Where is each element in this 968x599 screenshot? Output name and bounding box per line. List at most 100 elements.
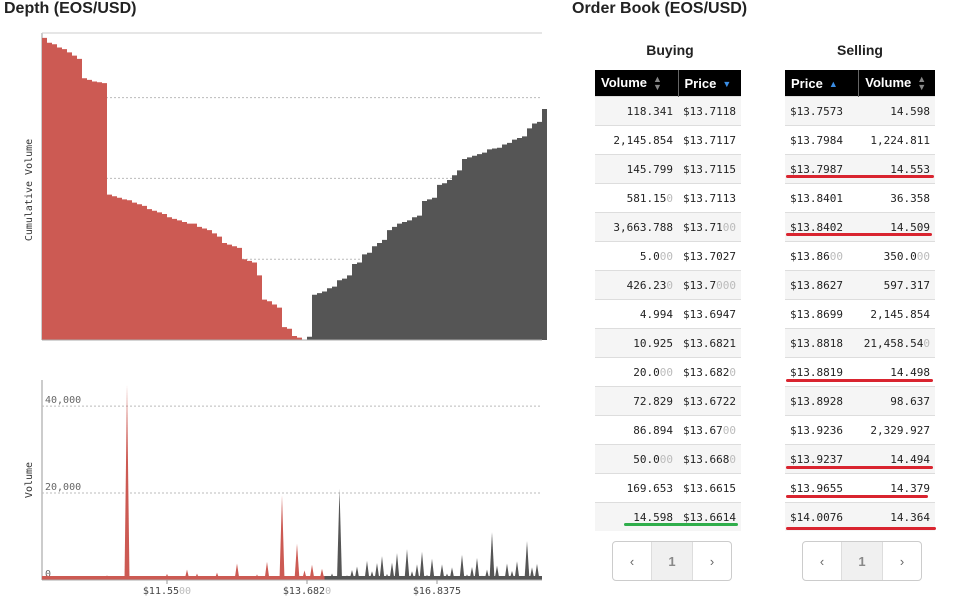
ask-volume-bar bbox=[329, 573, 335, 580]
y-axis-label: Volume bbox=[24, 462, 35, 498]
ask-volume-bar bbox=[399, 576, 405, 580]
order-row[interactable]: 4.994 $13.6947 bbox=[595, 299, 741, 329]
price-cell: $13.7987 bbox=[785, 154, 859, 184]
ask-volume-bar bbox=[479, 575, 485, 580]
price-cell: $13.6722 bbox=[678, 386, 741, 416]
ask-volume-bar bbox=[349, 570, 355, 580]
volume-cell: 2,145.854 bbox=[858, 299, 935, 329]
order-row[interactable]: 14.598 $13.6614 bbox=[595, 502, 741, 531]
volume-cell: 145.799 bbox=[595, 154, 678, 184]
volume-cell: 2,329.927 bbox=[858, 415, 935, 445]
bid-volume-bar bbox=[164, 573, 170, 580]
highlight-underline bbox=[786, 233, 932, 236]
volume-cell: 36.358 bbox=[858, 183, 935, 213]
order-row[interactable]: 581.150 $13.7113 bbox=[595, 183, 741, 213]
ask-volume-bar bbox=[474, 557, 480, 580]
order-row[interactable]: $13.8402 14.509 bbox=[785, 212, 935, 242]
ask-volume-bar bbox=[499, 576, 505, 580]
price-cell: $13.8819 bbox=[785, 357, 859, 387]
volume-cell: 426.230 bbox=[595, 270, 678, 300]
bid-volume-bar bbox=[124, 384, 130, 580]
order-row[interactable]: $14.0076 14.364 bbox=[785, 502, 935, 531]
next-page-button[interactable]: › bbox=[692, 542, 731, 580]
price-cell: $13.8402 bbox=[785, 212, 859, 242]
ask-volume-bar bbox=[379, 556, 385, 580]
order-row[interactable]: 72.829 $13.6722 bbox=[595, 386, 741, 416]
price-cell: $14.0076 bbox=[785, 502, 859, 531]
order-row[interactable]: $13.8627 597.317 bbox=[785, 270, 935, 300]
order-row[interactable]: 10.925 $13.6821 bbox=[595, 328, 741, 358]
volume-cell: 10.925 bbox=[595, 328, 678, 358]
highlight-underline-green bbox=[624, 523, 738, 526]
price-cell: $13.9237 bbox=[785, 444, 859, 474]
buying-title: Buying bbox=[646, 42, 694, 58]
bid-volume-bar bbox=[174, 576, 180, 580]
order-row[interactable]: $13.8699 2,145.854 bbox=[785, 299, 935, 329]
volume-cell: 118.341 bbox=[595, 96, 678, 126]
bid-volume-bar bbox=[214, 572, 220, 580]
bid-volume-bar bbox=[287, 576, 292, 580]
ask-volume-bar bbox=[524, 540, 530, 580]
prev-page-button[interactable]: ‹ bbox=[629, 553, 635, 569]
bid-volume-bar bbox=[184, 569, 190, 580]
bid-volume-bar bbox=[319, 568, 325, 580]
buying-table: Volume ▲ ▼ Price ▼ 118.341 $13.7118 2,145.854… bbox=[595, 70, 741, 531]
order-row[interactable]: $13.8928 98.637 bbox=[785, 386, 935, 416]
volume-cell: 14.509 bbox=[858, 212, 935, 242]
ask-volume-bar bbox=[449, 567, 455, 580]
y-tick-label: 40,000 bbox=[45, 395, 81, 406]
order-row[interactable]: $13.7987 14.553 bbox=[785, 154, 935, 184]
order-row[interactable]: 2,145.854 $13.7117 bbox=[595, 125, 741, 155]
next-page-button[interactable]: › bbox=[882, 542, 921, 580]
volume-cell: 3,663.788 bbox=[595, 212, 678, 242]
ask-volume-bar bbox=[489, 532, 495, 580]
sell-volume-header[interactable]: Volume ▲ ▼ bbox=[858, 70, 935, 97]
ask-volume-bar bbox=[419, 551, 425, 580]
bid-volume-bar bbox=[64, 576, 70, 580]
order-row[interactable]: $13.9655 14.379 bbox=[785, 473, 935, 503]
order-row[interactable]: 118.341 $13.7118 bbox=[595, 96, 741, 126]
order-row[interactable]: 86.894 $13.6700 bbox=[595, 415, 741, 445]
bid-volume-bar bbox=[104, 575, 110, 580]
sell-price-header[interactable]: Price ▲ bbox=[785, 70, 859, 97]
volume-cell: 1,224.811 bbox=[858, 125, 935, 155]
order-row[interactable]: 3,663.788 $13.7100 bbox=[595, 212, 741, 242]
bid-volume-bar bbox=[112, 576, 117, 580]
price-cell: $13.8401 bbox=[785, 183, 859, 213]
ask-volume-bar bbox=[364, 560, 370, 580]
order-row[interactable]: 169.653 $13.6615 bbox=[595, 473, 741, 503]
price-cell: $13.8699 bbox=[785, 299, 859, 329]
order-row[interactable]: $13.7984 1,224.811 bbox=[785, 125, 935, 155]
bid-volume-bar bbox=[234, 563, 240, 580]
order-row[interactable]: $13.8401 36.358 bbox=[785, 183, 935, 213]
page-number-button[interactable]: 1 bbox=[651, 542, 692, 580]
order-row[interactable]: $13.8819 14.498 bbox=[785, 357, 935, 387]
buy-price-header[interactable]: Price ▼ bbox=[677, 70, 741, 97]
order-row[interactable]: $13.8818 21,458.540 bbox=[785, 328, 935, 358]
order-row[interactable]: $13.9236 2,329.927 bbox=[785, 415, 935, 445]
bid-depth-area bbox=[42, 37, 307, 340]
order-row[interactable]: $13.8600 350.000 bbox=[785, 241, 935, 271]
ask-volume-bar bbox=[469, 566, 475, 580]
ask-volume-bar bbox=[504, 563, 510, 580]
depth-charts: 150,000100,00050,0000Cumulative Volume40… bbox=[24, 32, 547, 597]
prev-page-button[interactable]: ‹ bbox=[819, 553, 825, 569]
ask-volume-bar bbox=[324, 577, 330, 580]
buy-volume-header[interactable]: Volume ▲ ▼ bbox=[595, 70, 678, 97]
price-cell: $13.8818 bbox=[785, 328, 859, 358]
order-row[interactable]: 426.230 $13.7000 bbox=[595, 270, 741, 300]
volume-cell: 14.494 bbox=[858, 444, 935, 474]
order-row[interactable]: 20.000 $13.6820 bbox=[595, 357, 741, 387]
ask-volume-bar bbox=[459, 554, 465, 580]
page-number-button[interactable]: 1 bbox=[841, 542, 882, 580]
order-row[interactable]: 50.000 $13.6680 bbox=[595, 444, 741, 474]
buying-pagination: ‹ 1 › bbox=[612, 541, 732, 581]
highlight-underline bbox=[786, 527, 936, 530]
order-row[interactable]: 5.000 $13.7027 bbox=[595, 241, 741, 271]
price-cell: $13.7118 bbox=[678, 96, 741, 126]
order-row[interactable]: 145.799 $13.7115 bbox=[595, 154, 741, 184]
order-row[interactable]: $13.7573 14.598 bbox=[785, 96, 935, 126]
ask-volume-bar bbox=[464, 574, 470, 580]
volume-cell: 5.000 bbox=[595, 241, 678, 271]
order-row[interactable]: $13.9237 14.494 bbox=[785, 444, 935, 474]
